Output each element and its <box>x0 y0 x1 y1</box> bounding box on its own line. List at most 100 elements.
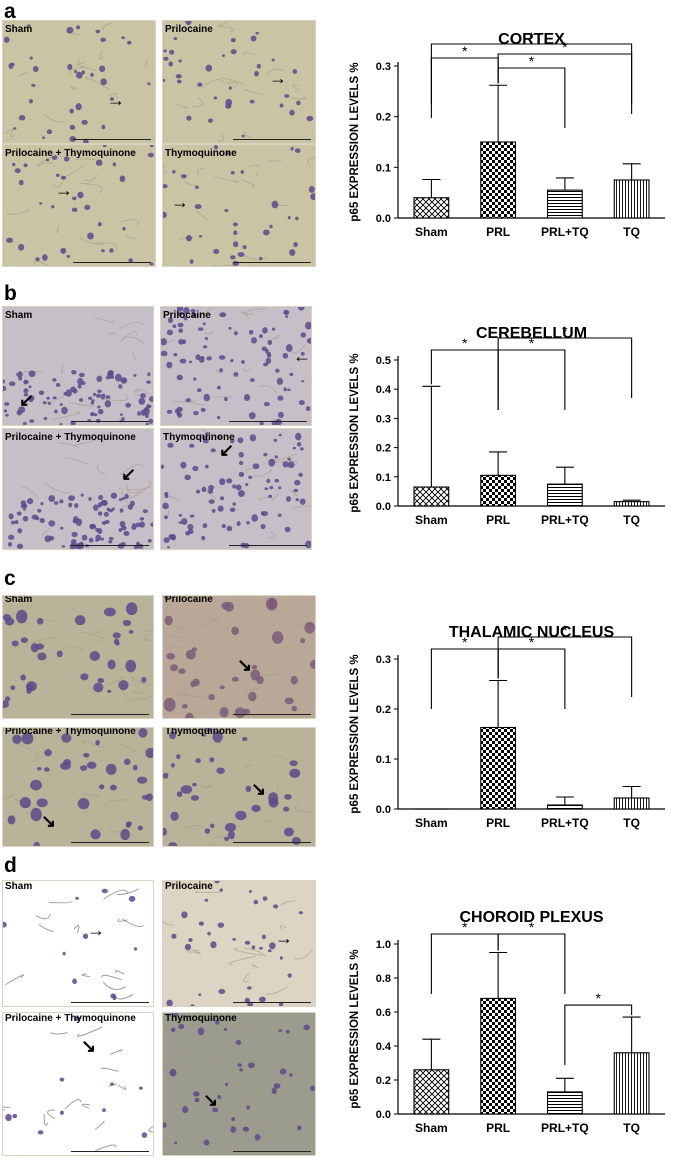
y-axis-label: p65 EXPRESSION LEVELS % <box>349 654 361 813</box>
tissue-fiber <box>308 1028 315 1032</box>
cell-nucleus <box>97 389 102 394</box>
cell-nucleus <box>8 381 16 387</box>
cell-nucleus <box>186 115 192 121</box>
cell-nucleus <box>37 1130 44 1135</box>
cell-nucleus <box>16 543 24 549</box>
cell-nucleus <box>278 1029 282 1033</box>
cell-nucleus <box>72 388 78 394</box>
cell-nucleus <box>201 535 206 541</box>
cell-nucleus <box>241 134 245 138</box>
arrow-marker: → <box>55 180 73 200</box>
cell-nucleus <box>23 393 29 397</box>
cell-nucleus <box>133 373 137 377</box>
cell-nucleus <box>292 446 297 450</box>
cell-nucleus <box>278 433 282 437</box>
cell-nucleus <box>204 464 209 469</box>
cell-nucleus <box>20 637 28 644</box>
cell-nucleus <box>7 542 13 547</box>
cell-nucleus <box>217 435 221 439</box>
tissue-fiber <box>51 412 81 421</box>
cell-nucleus <box>287 216 291 220</box>
cell-nucleus <box>97 222 102 227</box>
tissue-fiber <box>80 631 104 642</box>
tissue-fiber <box>163 780 166 782</box>
cell-nucleus <box>267 339 273 346</box>
micrograph-label: Thymoquinone <box>165 727 237 737</box>
cell-nucleus <box>208 488 214 494</box>
y-tick-label: 0.2 <box>376 112 391 124</box>
cell-nucleus <box>53 501 59 505</box>
cell-nucleus <box>163 1122 167 1128</box>
cell-nucleus <box>97 408 104 415</box>
cell-nucleus <box>289 372 294 377</box>
tissue-fiber <box>268 159 284 162</box>
cell-nucleus <box>61 406 68 415</box>
cell-nucleus <box>197 327 204 331</box>
cell-nucleus <box>266 478 271 484</box>
cell-nucleus <box>145 747 153 759</box>
cell-nucleus <box>232 241 239 248</box>
cell-nucleus <box>266 351 271 356</box>
micrograph-prilocaine-thymoquinone: Prilocaine + Thymoquinone ↙ <box>2 428 154 550</box>
tissue-fiber <box>101 974 122 981</box>
cell-nucleus <box>261 346 267 351</box>
micrograph-sham: Sham ↙ <box>2 306 154 426</box>
bar <box>480 997 517 1115</box>
tissue-fiber <box>64 457 89 465</box>
y-axis-label: p65 EXPRESSION LEVELS % <box>349 353 361 512</box>
arrow-marker: → <box>171 192 189 212</box>
cell-nucleus <box>77 798 90 810</box>
cell-nucleus <box>193 411 199 416</box>
cell-nucleus <box>4 696 11 702</box>
cell-nucleus <box>291 837 301 845</box>
tissue-fiber <box>194 890 222 893</box>
cell-nucleus <box>120 417 125 421</box>
cell-nucleus <box>4 617 15 626</box>
cell-nucleus <box>114 373 122 382</box>
tissue-fiber <box>143 633 152 641</box>
tissue-fiber <box>69 66 84 75</box>
cell-nucleus <box>133 545 139 549</box>
y-tick-label: 0.4 <box>376 1041 392 1053</box>
cell-nucleus <box>26 498 34 505</box>
bar <box>613 1052 650 1115</box>
cell-nucleus <box>67 64 73 70</box>
tissue-fiber <box>61 363 65 374</box>
cell-nucleus <box>263 362 269 367</box>
micrograph-label: Sham <box>5 24 33 35</box>
tissue-fiber <box>105 799 129 807</box>
tissue-fiber <box>183 180 198 187</box>
tissue-fiber <box>235 1026 253 1031</box>
cell-nucleus <box>95 29 101 34</box>
cell-nucleus <box>230 49 237 55</box>
cell-nucleus <box>87 232 94 240</box>
y-tick-label: 0.0 <box>376 1109 391 1121</box>
bar <box>546 1091 583 1115</box>
cell-nucleus <box>295 498 299 502</box>
cell-nucleus <box>141 795 149 800</box>
tissue-fiber <box>76 64 97 72</box>
cell-nucleus <box>181 518 188 525</box>
tissue-fiber <box>102 23 112 31</box>
scale-bar <box>73 262 151 263</box>
cell-nucleus <box>59 1077 65 1082</box>
cell-nucleus <box>123 758 131 766</box>
cell-nucleus <box>128 258 134 263</box>
cell-nucleus <box>210 823 215 829</box>
cell-nucleus <box>179 358 187 364</box>
cell-nucleus <box>163 697 176 712</box>
cell-nucleus <box>201 733 206 737</box>
tissue-fiber <box>294 803 313 813</box>
cell-nucleus <box>133 947 138 951</box>
tissue-fiber <box>5 974 24 986</box>
bar <box>546 804 583 810</box>
cell-nucleus <box>176 412 182 417</box>
cell-nucleus <box>176 754 181 760</box>
cell-nucleus <box>190 308 196 313</box>
micrograph-prilocaine: Prilocaine → <box>162 20 316 144</box>
cell-nucleus <box>3 36 10 43</box>
y-tick-label: 0.3 <box>376 413 391 425</box>
cell-nucleus <box>237 489 245 498</box>
cell-nucleus <box>261 511 265 515</box>
y-tick-label: 0.0 <box>376 804 391 816</box>
